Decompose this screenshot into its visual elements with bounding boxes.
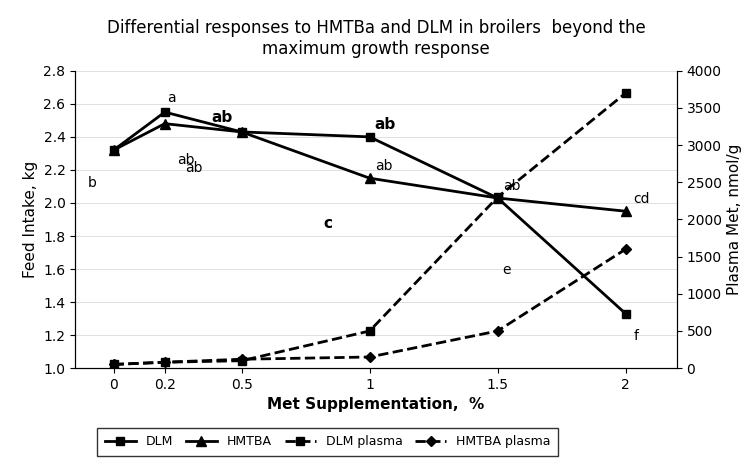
- DLM plasma: [365, 328, 374, 334]
- HMTBA plasma: [621, 246, 630, 252]
- DLM plasma: [493, 194, 502, 200]
- DLM plasma: [237, 358, 246, 363]
- Text: ab: ab: [374, 117, 396, 132]
- HMTBA plasma: [160, 359, 169, 365]
- Text: b: b: [88, 176, 97, 190]
- Text: ab: ab: [185, 161, 203, 175]
- DLM plasma: [160, 359, 169, 365]
- HMTBA: [493, 195, 502, 201]
- Line: HMTBA plasma: HMTBA plasma: [110, 246, 629, 368]
- Text: ab: ab: [177, 152, 195, 167]
- DLM: [493, 195, 502, 201]
- Text: f: f: [633, 329, 638, 344]
- HMTBA plasma: [493, 328, 502, 334]
- Line: DLM: DLM: [110, 108, 629, 318]
- Title: Differential responses to HMTBa and DLM in broilers  beyond the
maximum growth r: Differential responses to HMTBa and DLM …: [107, 19, 645, 58]
- Text: e: e: [503, 263, 511, 277]
- Text: a: a: [168, 92, 176, 106]
- X-axis label: Met Supplementation,  %: Met Supplementation, %: [268, 397, 484, 413]
- DLM: [237, 129, 246, 135]
- HMTBA plasma: [237, 356, 246, 362]
- HMTBA: [109, 147, 118, 153]
- HMTBA: [160, 121, 169, 126]
- Text: ab: ab: [503, 179, 520, 193]
- Y-axis label: Feed Intake, kg: Feed Intake, kg: [23, 161, 38, 278]
- HMTBA plasma: [365, 354, 374, 360]
- Text: ab: ab: [211, 110, 232, 125]
- DLM plasma: [621, 90, 630, 96]
- DLM: [109, 147, 118, 153]
- Text: cd: cd: [633, 192, 650, 206]
- Y-axis label: Plasma Met, nmol/g: Plasma Met, nmol/g: [727, 144, 742, 295]
- HMTBA: [621, 208, 630, 214]
- Text: ab: ab: [374, 159, 393, 173]
- HMTBA: [237, 129, 246, 135]
- HMTBA plasma: [109, 362, 118, 367]
- Line: HMTBA: HMTBA: [109, 119, 630, 216]
- DLM: [160, 110, 169, 115]
- DLM: [621, 311, 630, 317]
- HMTBA: [365, 176, 374, 181]
- DLM: [365, 134, 374, 140]
- Legend: DLM, HMTBA, DLM plasma, HMTBA plasma: DLM, HMTBA, DLM plasma, HMTBA plasma: [97, 428, 559, 456]
- Text: c: c: [323, 216, 332, 231]
- DLM plasma: [109, 362, 118, 367]
- Line: DLM plasma: DLM plasma: [110, 89, 629, 369]
